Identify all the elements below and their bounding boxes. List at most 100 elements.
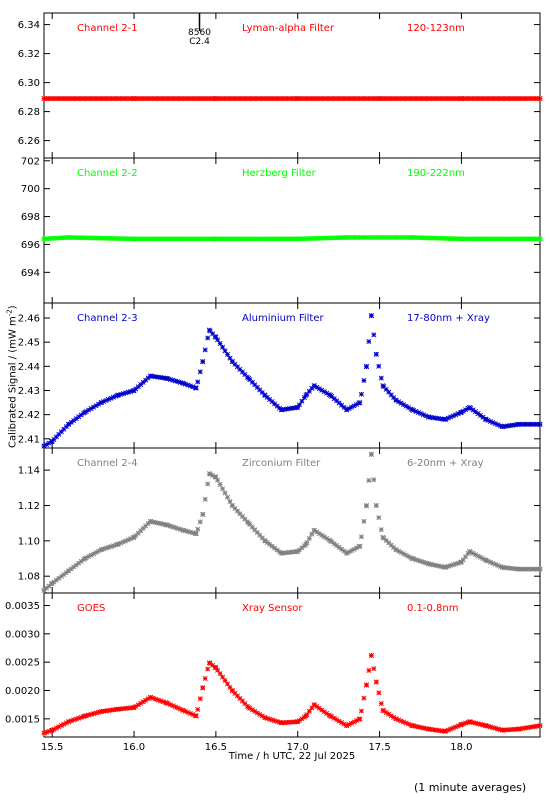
data-point <box>287 406 293 412</box>
data-point <box>195 96 201 102</box>
y-tick-label: 6.28 <box>18 107 40 118</box>
data-point <box>401 402 407 408</box>
data-point <box>366 234 372 240</box>
data-point <box>264 96 270 102</box>
band-label: 190-222nm <box>407 168 465 179</box>
data-point <box>470 96 476 102</box>
data-point <box>465 236 471 242</box>
data-point <box>71 717 77 723</box>
data-point <box>123 236 129 242</box>
data-point <box>48 235 54 241</box>
data-point <box>517 236 523 242</box>
data-point <box>483 723 489 729</box>
data-point <box>195 526 201 532</box>
data-point <box>96 235 102 241</box>
data-point <box>420 725 426 731</box>
data-point <box>232 236 238 242</box>
data-point <box>487 236 493 242</box>
data-point <box>138 528 144 534</box>
data-point <box>487 559 493 565</box>
data-point <box>73 716 79 722</box>
data-point <box>334 717 340 723</box>
data-point <box>227 96 233 102</box>
data-point <box>78 235 84 241</box>
data-point <box>316 96 322 102</box>
data-point <box>279 236 285 242</box>
data-point <box>445 235 451 242</box>
data-point <box>435 563 441 569</box>
data-point <box>153 374 159 380</box>
panel-frame <box>43 447 541 594</box>
data-point <box>278 407 284 413</box>
data-point <box>475 721 481 727</box>
data-point <box>339 235 345 241</box>
data-point <box>499 727 505 733</box>
data-point <box>234 508 240 514</box>
y-tick-label: 694 <box>21 268 40 279</box>
data-point <box>125 537 131 543</box>
data-point <box>331 715 337 721</box>
data-point <box>532 421 538 427</box>
data-point <box>331 96 337 102</box>
data-point <box>443 235 449 241</box>
data-point <box>287 719 293 725</box>
data-point <box>303 713 309 719</box>
data-point <box>492 96 498 102</box>
data-point <box>473 96 479 102</box>
data-point <box>510 422 516 428</box>
data-point <box>482 236 488 242</box>
data-point <box>278 550 284 556</box>
data-point <box>520 236 526 242</box>
data-point <box>527 421 533 427</box>
data-point <box>91 551 97 557</box>
data-point <box>458 236 464 242</box>
data-point <box>378 234 384 240</box>
data-point <box>66 421 72 427</box>
data-point <box>165 236 171 242</box>
data-point <box>158 96 164 102</box>
data-point <box>482 96 488 102</box>
data-point <box>267 716 273 722</box>
data-point <box>341 404 347 410</box>
data-point <box>167 702 173 708</box>
data-point <box>200 96 206 102</box>
y-tick-label: 2.44 <box>18 362 40 373</box>
data-point <box>453 561 459 567</box>
data-point <box>505 96 511 102</box>
data-point <box>217 236 223 242</box>
data-point <box>380 534 386 540</box>
data-point <box>480 722 486 728</box>
data-point <box>535 566 541 572</box>
data-point <box>175 236 181 242</box>
data-point <box>403 720 409 726</box>
data-point <box>63 424 69 430</box>
data-point <box>170 236 176 242</box>
data-point <box>490 725 496 731</box>
data-point <box>143 96 149 102</box>
band-label: 0.1-0.8nm <box>407 603 459 614</box>
data-point <box>477 412 483 418</box>
data-point <box>306 535 312 541</box>
data-point <box>150 373 156 379</box>
data-point <box>239 513 245 519</box>
data-point <box>532 236 538 242</box>
data-point <box>246 520 252 526</box>
data-point <box>435 415 441 422</box>
data-point <box>180 527 186 533</box>
data-point <box>398 549 404 555</box>
data-point <box>396 399 402 405</box>
data-point <box>376 515 382 521</box>
data-point <box>272 401 278 407</box>
data-point <box>329 96 335 102</box>
data-point <box>366 477 372 483</box>
y-tick-label: 698 <box>21 212 40 223</box>
data-point <box>202 96 208 102</box>
data-point <box>210 96 216 102</box>
data-point <box>206 660 212 666</box>
data-point <box>361 234 367 240</box>
data-point <box>443 96 449 102</box>
panel-frame <box>43 302 541 449</box>
data-point <box>220 236 226 242</box>
data-point <box>463 236 469 242</box>
data-point <box>512 566 518 572</box>
